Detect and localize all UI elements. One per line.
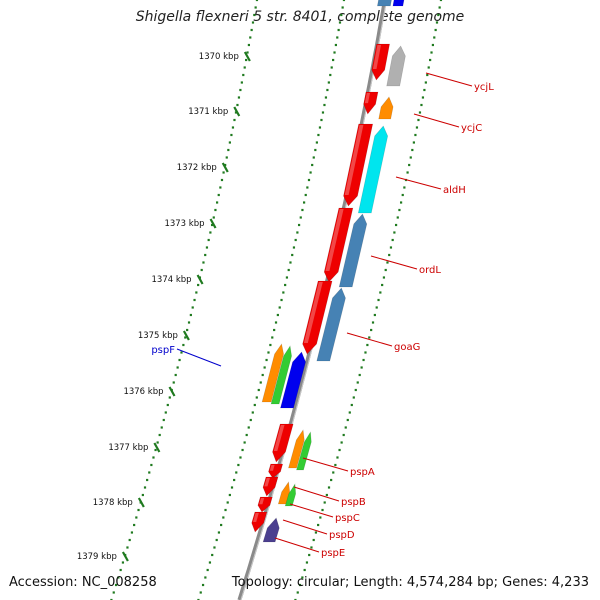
- ruler-tick-label: 1370 kbp: [199, 52, 239, 62]
- ruler-tick: [137, 497, 145, 508]
- ruler-tick-label: 1373 kbp: [164, 219, 204, 229]
- gene-label-ordL: ordL: [419, 265, 441, 276]
- gene-label-pspE: pspE: [321, 548, 345, 559]
- gene-label-leader: [413, 113, 460, 128]
- accession-text: Accession: NC_008258: [9, 575, 157, 590]
- gene-arrow-red: [323, 207, 354, 283]
- gene-arrow-red: [257, 496, 273, 513]
- gene-arrow-blue: [280, 351, 306, 409]
- gene-arrow-blue: [392, 0, 405, 7]
- gene-arrow-green: [270, 345, 292, 405]
- ruler-tick: [196, 274, 204, 285]
- ruler-tick-label: 1377 kbp: [108, 443, 148, 453]
- gene-label-leader: [425, 72, 473, 87]
- gene-label-leader: [274, 537, 320, 553]
- gene-arrow-orange: [261, 343, 284, 403]
- ruler-tick: [243, 51, 251, 62]
- ruler-tick-label: 1375 kbp: [138, 331, 178, 341]
- gene-arrow-steelblue: [338, 213, 368, 288]
- gene-label-pspD: pspD: [329, 530, 355, 541]
- gene-arrow-purple: [262, 517, 280, 543]
- ruler-tick-label: 1372 kbp: [177, 163, 217, 173]
- gene-arrow-green: [284, 483, 297, 507]
- ruler-tick: [233, 106, 241, 117]
- gene-label-leader: [282, 519, 328, 535]
- ruler-tick: [121, 551, 129, 562]
- gene-arrow-green: [296, 431, 312, 471]
- ruler-tick-label: 1374 kbp: [152, 275, 192, 285]
- gene-arrow-red: [262, 476, 279, 497]
- gene-label-leader: [370, 255, 418, 270]
- ruler-tick: [182, 330, 190, 341]
- gene-arrow-red: [251, 511, 268, 533]
- gene-label-leader: [302, 457, 349, 472]
- ruler-tick: [153, 442, 161, 453]
- gene-label-leader: [289, 503, 334, 518]
- gene-label-pspC: pspC: [335, 513, 360, 524]
- gene-arrow-gray: [386, 45, 406, 87]
- gene-label-aldH: aldH: [443, 185, 466, 196]
- gene-label-leader: [395, 176, 442, 190]
- ruler-tick-label: 1371 kbp: [188, 107, 228, 117]
- outer-dotted-guide: [110, 0, 259, 600]
- gene-arrow-cyan: [357, 125, 389, 214]
- gene-label-ycjL: ycjL: [474, 82, 494, 93]
- gene-arrow-red: [343, 123, 374, 207]
- ruler-tick: [168, 386, 176, 397]
- gene-label-leader: [293, 486, 340, 502]
- gene-arrow-red: [371, 43, 390, 81]
- gene-arrow-red: [272, 423, 294, 463]
- gene-arrow-steelblue: [316, 287, 346, 362]
- ruler-tick-label: 1376 kbp: [123, 387, 163, 397]
- gene-label-pspB: pspB: [341, 497, 366, 508]
- gene-label-ycjC: ycjC: [461, 123, 482, 134]
- gene-arrow-orange: [378, 96, 394, 120]
- gene-arrow-orange: [288, 429, 305, 469]
- gene-label-leader: [346, 332, 393, 347]
- ruler-tick-label: 1378 kbp: [93, 498, 133, 508]
- inner-dotted-guide-left: [197, 0, 346, 600]
- gene-label-goaG: goaG: [394, 342, 420, 353]
- ruler-tick-label: 1379 kbp: [77, 552, 117, 562]
- gene-arrow-red: [302, 280, 333, 355]
- gene-arrow-steelblue: [377, 0, 392, 7]
- gene-arrow-red: [363, 91, 379, 115]
- ruler-tick: [221, 162, 229, 173]
- gene-label-pspA: pspA: [350, 467, 375, 478]
- gene-label-leader: [176, 348, 222, 367]
- gene-arrow-red: [268, 463, 284, 479]
- gene-label-pspF: pspF: [151, 345, 175, 356]
- genome-summary-text: Topology: circular; Length: 4,574,284 bp…: [231, 575, 589, 590]
- ruler-tick: [209, 218, 217, 229]
